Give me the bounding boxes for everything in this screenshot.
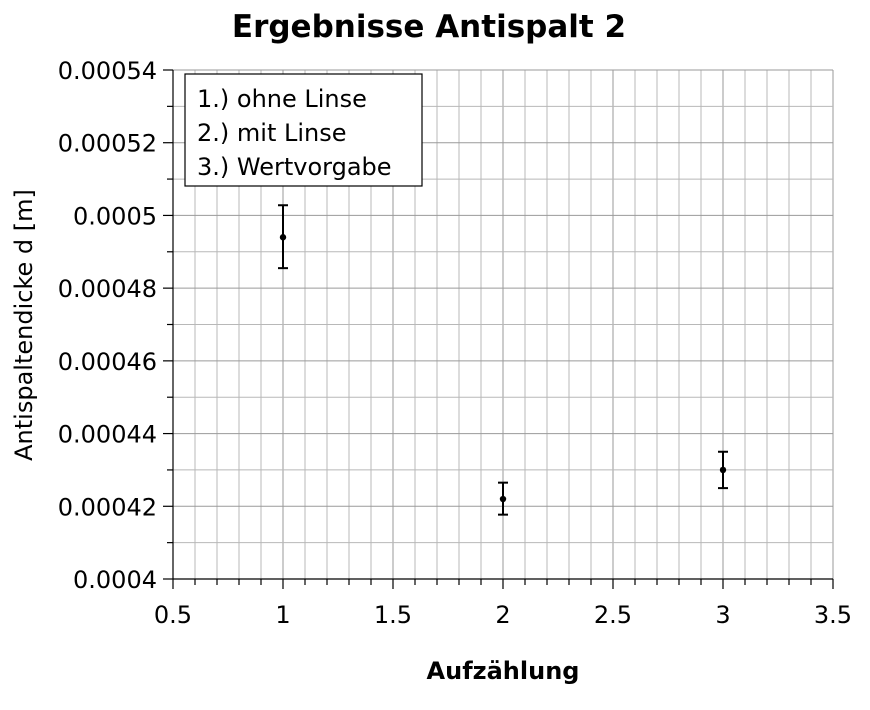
data-points xyxy=(278,204,728,516)
data-point xyxy=(279,234,287,241)
y-tick-label: 0.00054 xyxy=(58,57,157,85)
x-axis-label: Aufzählung xyxy=(427,657,580,685)
x-tick-label: 0.5 xyxy=(154,601,192,629)
y-tick-label: 0.00048 xyxy=(58,275,157,303)
y-tick-label: 0.0004 xyxy=(73,566,157,594)
y-tick-label: 0.00042 xyxy=(58,493,157,521)
y-tick-label: 0.00046 xyxy=(58,348,157,376)
legend-item-3: 3.) Wertvorgabe xyxy=(197,153,392,181)
legend-item-1: 1.) ohne Linse xyxy=(197,85,367,113)
y-tick-label: 0.00052 xyxy=(58,130,157,158)
y-tick-labels: 0.0004 0.00042 0.00044 0.00046 0.00048 0.0005… xyxy=(58,57,157,594)
x-tick-label: 2.5 xyxy=(594,601,632,629)
y-tick-label: 0.00044 xyxy=(58,421,157,449)
data-point xyxy=(499,495,507,503)
x-tick-labels: 0.5 1 1.5 2 2.5 3 3.5 xyxy=(154,601,852,629)
x-tick-label: 1.5 xyxy=(374,601,412,629)
y-tick-label: 0.0005 xyxy=(73,202,157,230)
y-axis-label: Antispaltendicke d [m] xyxy=(10,189,38,461)
legend: 1.) ohne Linse 2.) mit Linse 3.) Wertvor… xyxy=(184,73,423,187)
x-tick-label: 3.5 xyxy=(814,601,852,629)
x-tick-label: 2 xyxy=(495,601,510,629)
axes xyxy=(163,69,834,589)
legend-item-2: 2.) mit Linse xyxy=(197,119,347,147)
x-tick-label: 3 xyxy=(715,601,730,629)
legend-box xyxy=(184,73,423,187)
data-point xyxy=(719,466,727,474)
x-tick-label: 1 xyxy=(275,601,290,629)
chart-title: Ergebnisse Antispalt 2 xyxy=(232,9,626,45)
